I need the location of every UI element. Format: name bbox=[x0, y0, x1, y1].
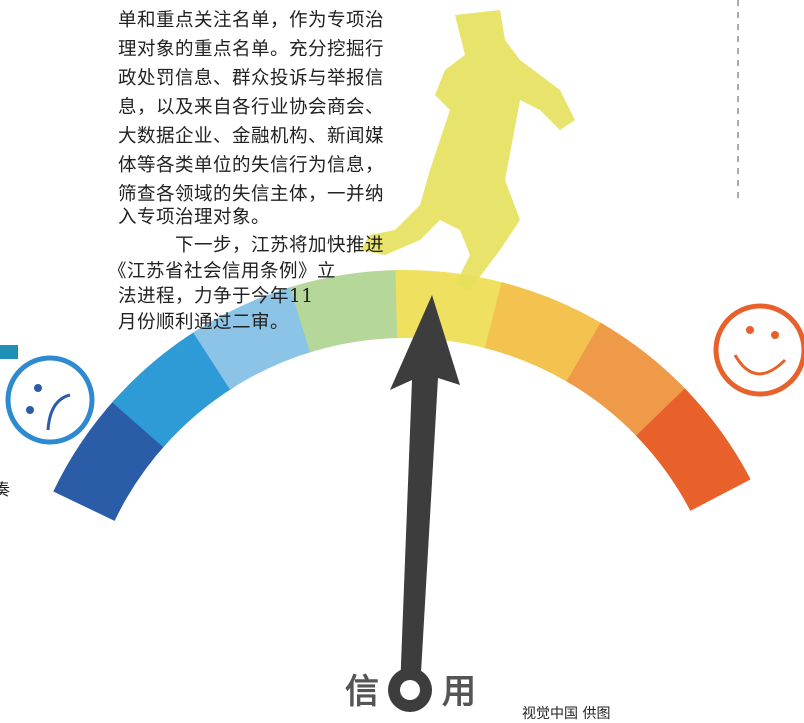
text-line: 息，以及来自各行业协会商会、 bbox=[118, 97, 385, 118]
right-word: 用 bbox=[442, 672, 476, 712]
needle-hub-center bbox=[400, 680, 420, 700]
sad-eye bbox=[26, 406, 34, 414]
gauge-segment bbox=[484, 282, 606, 384]
text-line: 体等各类单位的失信行为信息， bbox=[118, 155, 385, 176]
side-bar bbox=[0, 345, 18, 359]
gauge-segment bbox=[193, 285, 315, 390]
happy-mouth bbox=[733, 354, 787, 376]
needle bbox=[390, 295, 460, 690]
gauge-segment bbox=[566, 322, 689, 439]
happy-eye bbox=[746, 326, 754, 334]
gauge-segment bbox=[53, 398, 167, 521]
text-line: 政处罚信息、群众投诉与举报信 bbox=[118, 68, 385, 89]
text-fragment: 奏 bbox=[0, 480, 10, 499]
text-line: 法进程，力争于今年11 bbox=[118, 286, 314, 307]
gauge-segment bbox=[112, 329, 234, 448]
gauge-segment bbox=[636, 388, 751, 511]
sad-face bbox=[5, 355, 95, 445]
text-line: 入专项治理对象。 bbox=[118, 207, 271, 228]
sad-eye bbox=[34, 384, 42, 392]
text-line: 月份顺利通过二审。 bbox=[118, 312, 290, 333]
left-word: 信 bbox=[345, 672, 379, 712]
text-line: 《江苏省社会信用条例》立 bbox=[108, 261, 337, 282]
credit: 视觉中国 供图 bbox=[522, 706, 610, 722]
figure bbox=[360, 10, 575, 290]
text-line: 筛查各领域的失信主体，一并纳 bbox=[118, 184, 385, 205]
happy-face bbox=[713, 303, 804, 397]
text-line: 大数据企业、金融机构、新闻媒 bbox=[118, 126, 385, 147]
text-line: 单和重点关注名单，作为专项治 bbox=[118, 10, 385, 31]
text-line: 下一步，江苏将加快推进 bbox=[175, 235, 385, 256]
gauge-segment bbox=[289, 270, 402, 353]
happy-eye bbox=[771, 331, 779, 339]
text-line: 理对象的重点名单。充分挖掘行 bbox=[118, 39, 385, 60]
sad-mouth bbox=[46, 393, 71, 431]
